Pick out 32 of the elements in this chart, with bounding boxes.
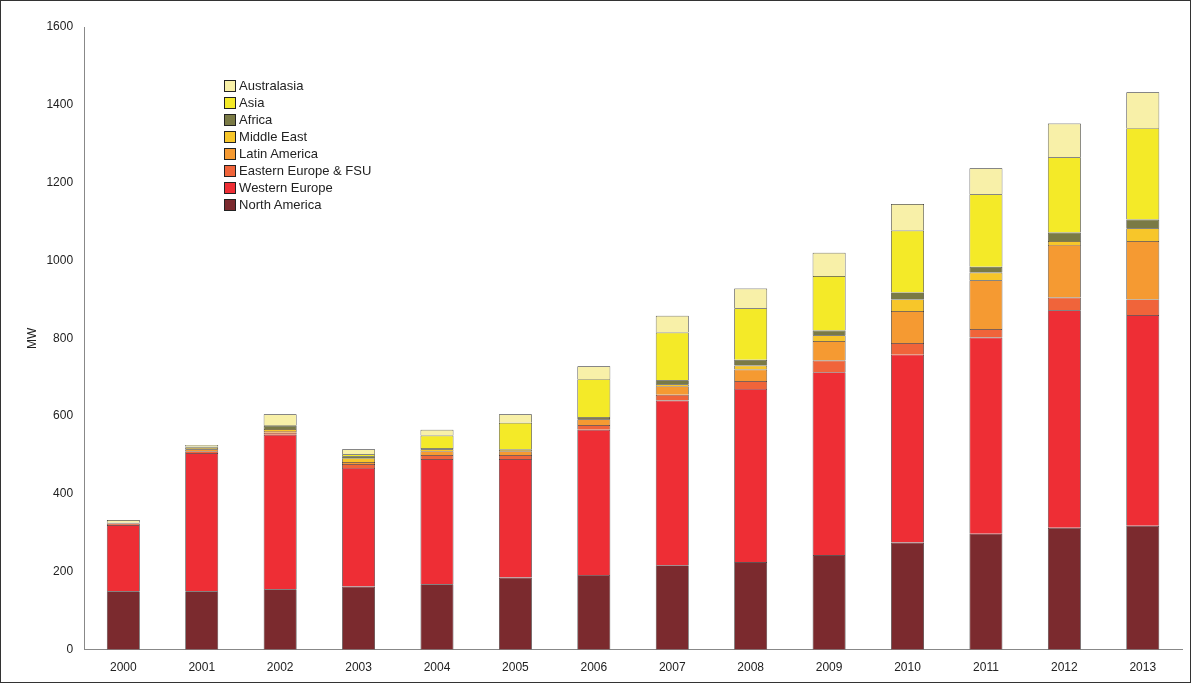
x-tick-label: 2008 (737, 660, 765, 675)
y-tick-label: 1200 (46, 174, 74, 189)
y-tick-label: 800 (53, 330, 74, 345)
x-tick-label: 2004 (423, 660, 451, 675)
legend-label: Western Europe (239, 179, 333, 196)
x-tick-label: 2012 (1051, 660, 1079, 675)
x-tick-label: 2011 (973, 660, 1000, 675)
legend-label: Latin America (239, 145, 318, 162)
legend-label: Australasia (239, 77, 304, 94)
y-axis-title: MW (24, 326, 39, 349)
x-tick-label: 2003 (345, 660, 373, 675)
x-tick-label: 2005 (502, 660, 530, 675)
x-tick-label: 2001 (188, 660, 216, 675)
x-tick-label: 2009 (815, 660, 843, 675)
y-tick-label: 1600 (46, 19, 74, 34)
x-tick-label: 2002 (266, 660, 294, 675)
legend-label: Eastern Europe & FSU (239, 162, 372, 179)
y-tick-label: 400 (53, 486, 74, 501)
y-tick-label: 0 (66, 641, 74, 656)
legend-label: Asia (239, 94, 265, 111)
legend-label: North America (239, 196, 322, 213)
x-tick-label: 2007 (658, 660, 686, 675)
x-tick-label: 2013 (1129, 660, 1157, 675)
y-tick-label: 1400 (46, 97, 74, 112)
legend-label: Africa (239, 111, 273, 128)
x-tick-label: 2010 (894, 660, 922, 675)
y-tick-label: 200 (53, 564, 74, 579)
y-tick-label: 600 (53, 408, 74, 423)
legend-label: Middle East (239, 128, 308, 145)
x-tick-label: 2000 (109, 660, 137, 675)
y-tick-label: 1000 (46, 252, 74, 267)
x-tick-label: 2006 (580, 660, 608, 675)
